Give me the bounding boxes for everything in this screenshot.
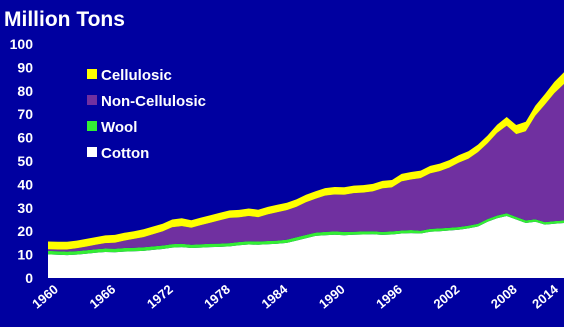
legend-swatch-cotton <box>87 147 97 157</box>
y-tick-label: 50 <box>17 153 33 169</box>
y-tick-label: 70 <box>17 106 33 122</box>
legend: Cellulosic Non-Cellulosic Wool Cotton <box>87 67 206 162</box>
area-wool <box>48 213 564 256</box>
y-tick-label: 20 <box>17 223 33 239</box>
y-tick-label: 10 <box>17 247 33 263</box>
y-tick-label: 0 <box>25 270 33 286</box>
legend-label-wool: Wool <box>101 119 137 136</box>
legend-swatch-non-cellulosic <box>87 95 97 105</box>
y-tick-label: 80 <box>17 83 33 99</box>
area-cotton <box>48 216 564 278</box>
legend-label-cotton: Cotton <box>101 145 149 162</box>
y-tick-label: 30 <box>17 200 33 216</box>
chart-title: Million Tons <box>4 8 125 31</box>
legend-swatch-cellulosic <box>87 69 97 79</box>
y-tick-label: 40 <box>17 176 33 192</box>
y-tick-label: 90 <box>17 59 33 75</box>
legend-swatch-wool <box>87 121 97 131</box>
y-tick-label: 100 <box>10 36 34 52</box>
area-layers <box>48 72 564 278</box>
legend-label-cellulosic: Cellulosic <box>101 67 172 84</box>
y-tick-label: 60 <box>17 130 33 146</box>
y-axis-tick-labels: 0 10 20 30 40 50 60 70 80 90 100 <box>10 36 34 286</box>
area-non-cellulosic <box>48 84 564 252</box>
legend-label-non-cellulosic: Non-Cellulosic <box>101 93 206 110</box>
area-cellulosic <box>48 72 564 250</box>
